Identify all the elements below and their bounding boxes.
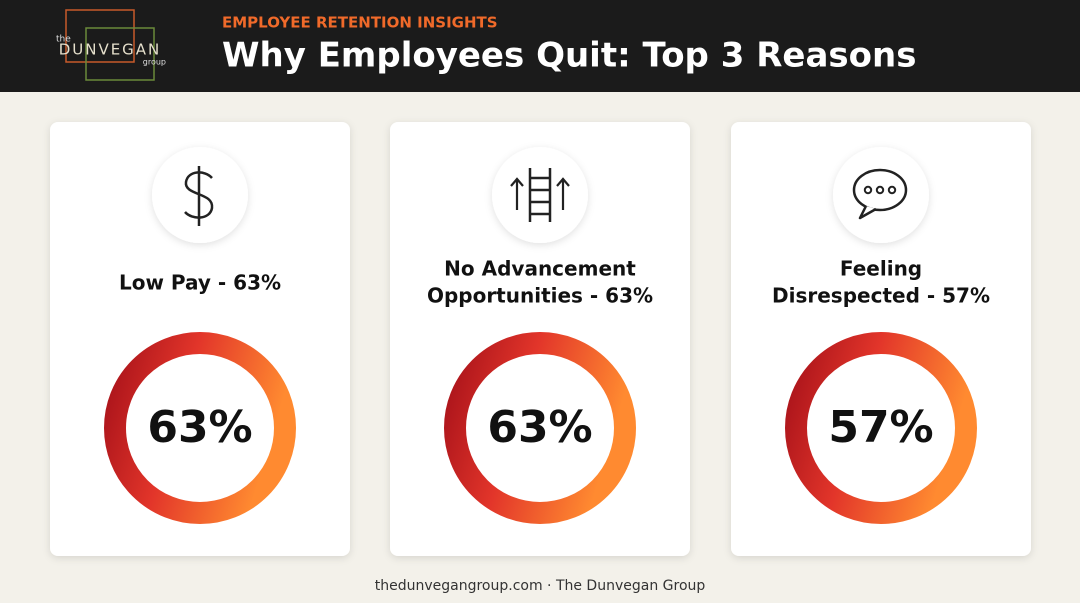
ring-label: 63% bbox=[487, 402, 592, 453]
card: Low Pay - 63% 63% bbox=[50, 122, 350, 556]
card-title: Feeling bbox=[840, 257, 922, 281]
card: No Advancement Opportunities - 63% 63% bbox=[390, 122, 690, 556]
cards: Low Pay - 63% 63% No Advancement Opportunit… bbox=[50, 122, 1031, 556]
icon bbox=[510, 168, 570, 222]
logo: the DUNVEGAN group bbox=[56, 9, 166, 81]
logo-top: the bbox=[56, 35, 71, 45]
logo-square bbox=[65, 9, 135, 63]
card-title: Low Pay - 63% bbox=[119, 271, 281, 295]
ring bbox=[104, 332, 296, 524]
ring bbox=[785, 332, 977, 524]
icon-circle bbox=[833, 147, 929, 243]
card-title: Opportunities - 63% bbox=[427, 284, 653, 308]
card-title: Disrespected - 57% bbox=[772, 284, 990, 308]
icon bbox=[184, 166, 214, 226]
logo-bottom: group bbox=[143, 58, 166, 67]
icon bbox=[852, 168, 908, 220]
logo-name: DUNVEGAN bbox=[59, 41, 162, 59]
icon-circle bbox=[492, 147, 588, 243]
card: Feeling Disrespected - 57% 57% bbox=[731, 122, 1031, 556]
ring-label: 63% bbox=[147, 402, 252, 453]
header-bar bbox=[0, 0, 1080, 92]
title: Why Employees Quit: Top 3 Reasons bbox=[222, 36, 916, 76]
ring-label: 57% bbox=[828, 402, 933, 453]
card-title: No Advancement bbox=[444, 257, 636, 281]
ring bbox=[444, 332, 636, 524]
logo-square bbox=[85, 27, 155, 81]
kicker: EMPLOYEE RETENTION INSIGHTS bbox=[222, 14, 498, 32]
footer: thedunvegangroup.com · The Dunvegan Grou… bbox=[375, 578, 706, 594]
